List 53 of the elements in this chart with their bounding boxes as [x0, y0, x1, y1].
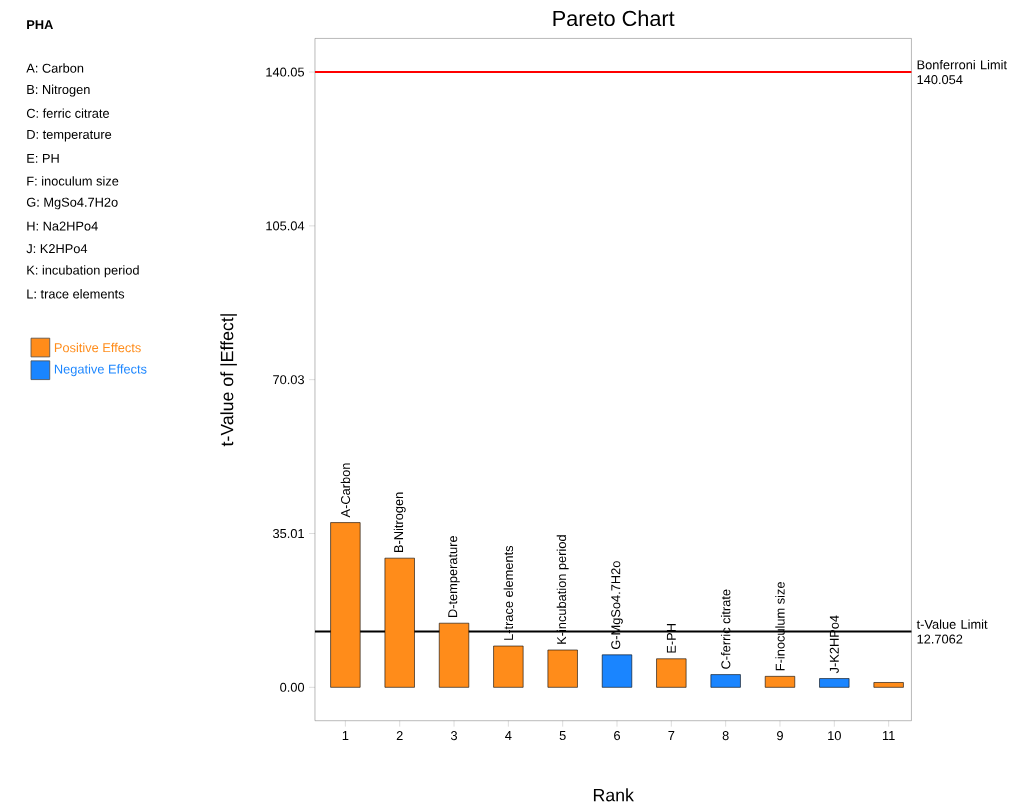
text: F: inoculum size — [27, 176, 119, 186]
chart-title: Pareto Chart — [553, 9, 675, 26]
y-axis-title: t-Value of |Effect| — [220, 314, 237, 447]
x-tick-label: 3 — [450, 730, 458, 740]
text: H: Na2HPo4 — [27, 221, 98, 231]
bar — [819, 678, 850, 688]
legend-label: Negative Effects — [54, 364, 147, 376]
ref-line-label: t-Value Limit 12.7062 — [916, 619, 988, 644]
text: K: incubation period — [27, 265, 139, 277]
annotation: B-Nitrogen — [393, 492, 406, 552]
legend-label: Positive Effects — [54, 342, 141, 353]
x-tick-label: 5 — [559, 730, 566, 740]
x-tick-label: 4 — [505, 730, 512, 740]
text: L: trace elements — [27, 288, 125, 299]
x-tick-label: 6 — [614, 730, 621, 740]
text: G: MgSo4.7H2o — [26, 197, 118, 210]
x-tick-label: 11 — [882, 730, 895, 740]
annotation: E-PH — [666, 623, 676, 653]
annotation: L-trace elements — [503, 545, 514, 640]
ref-line-label: Bonferroni Limit 140.054 — [917, 59, 1007, 84]
bar — [710, 674, 741, 688]
y-tick-label: 70.03 — [273, 374, 305, 384]
bar — [873, 681, 904, 688]
x-tick-label: 10 — [828, 730, 841, 740]
bar — [547, 649, 578, 688]
text: C: ferric citrate — [26, 108, 110, 118]
y-tick-label: 140.05 — [266, 67, 305, 77]
x-tick-label: 2 — [396, 730, 403, 740]
text: J: K2HPo4 — [26, 243, 88, 253]
x-axis-title: Rank — [593, 788, 634, 802]
annotation: F-inoculum size — [775, 581, 785, 670]
x-tick-label: 1 — [342, 730, 349, 740]
x-tick-label: 7 — [668, 730, 675, 740]
annotation: A-Carbon — [340, 463, 351, 518]
y-tick-label: 105.04 — [266, 221, 305, 231]
y-tick-label: 35.01 — [273, 528, 304, 538]
bar — [493, 645, 524, 688]
text: PHA — [27, 20, 53, 29]
y-tick-label: 0.00 — [280, 682, 305, 692]
bar — [656, 658, 687, 688]
annotation: G-MgSo4.7H2o — [611, 560, 623, 649]
bar — [601, 654, 633, 688]
annotation: C-ferric citrate — [720, 589, 731, 669]
annotation: J-K2HPo4 — [829, 615, 839, 674]
text: B: Nitrogen — [27, 84, 90, 97]
text: A: Carbon — [26, 63, 84, 73]
annotation: D-temperature — [448, 535, 460, 617]
x-tick-label: 9 — [777, 730, 783, 740]
text: D: temperature — [27, 129, 112, 142]
x-tick-label: 8 — [722, 730, 729, 740]
text: E: PH — [27, 153, 59, 163]
annotation: K-incubation period — [556, 535, 569, 644]
bar — [764, 675, 796, 688]
